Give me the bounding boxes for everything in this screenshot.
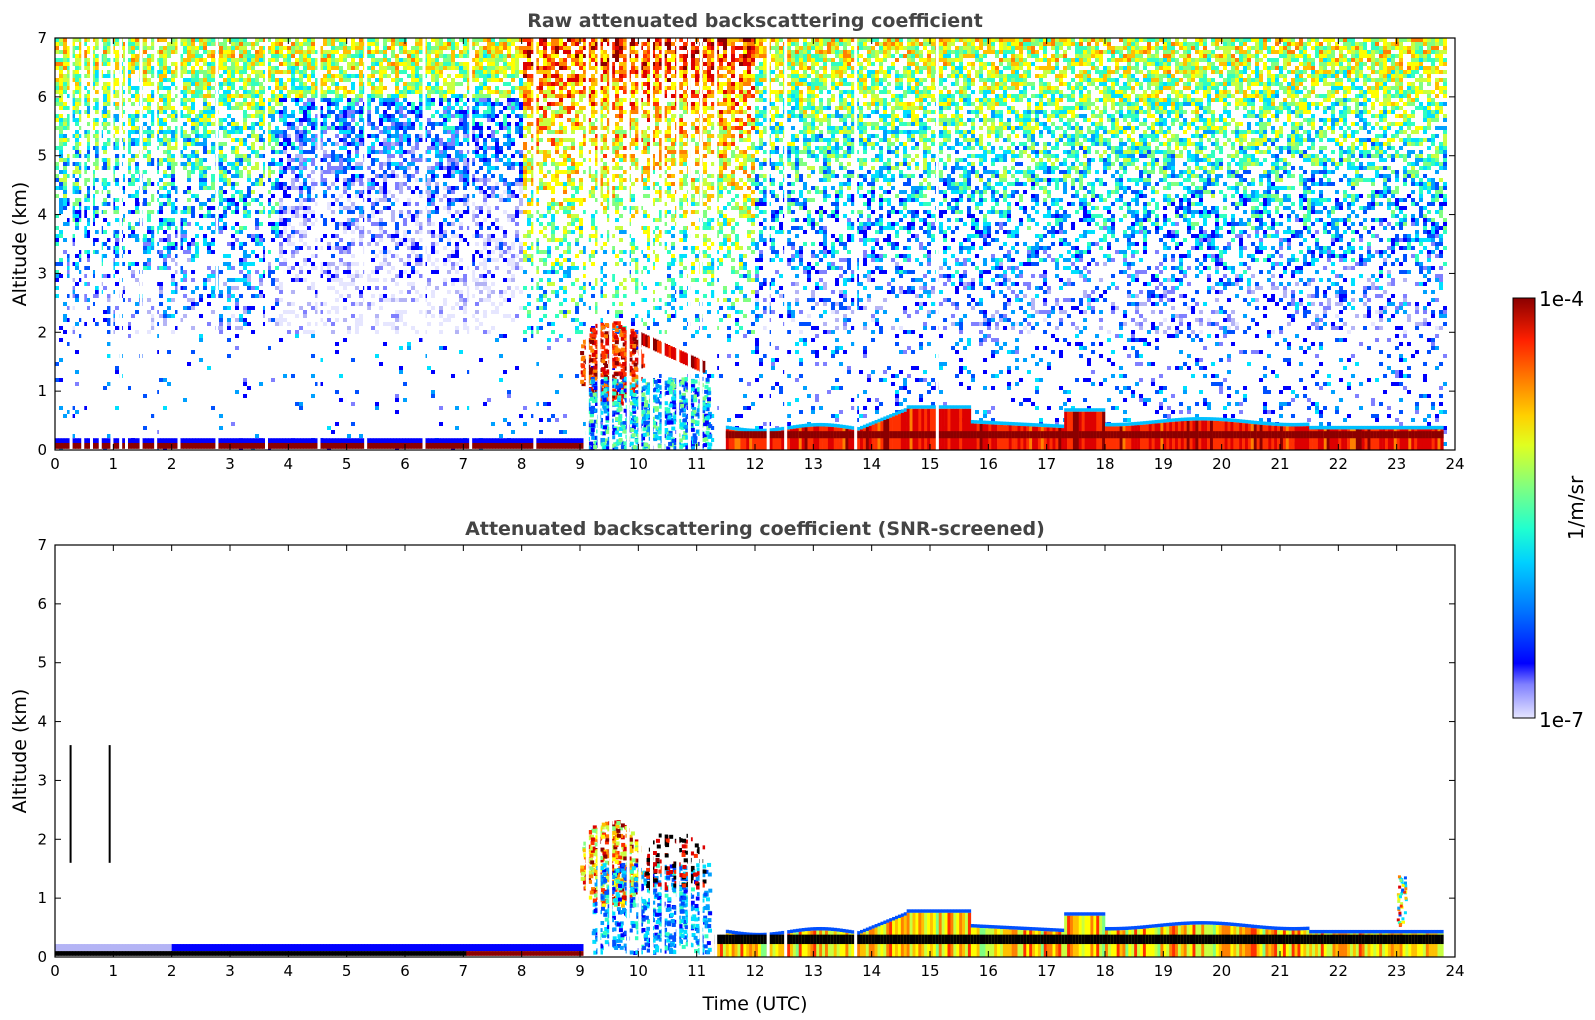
colorbar-units-label: 1/m/sr <box>1564 475 1588 540</box>
bottom-panel-ylabel: Altitude (km) <box>9 689 31 814</box>
x-tick-label: 16 <box>979 455 998 473</box>
x-tick-label: 16 <box>979 962 998 980</box>
colorbar-gradient <box>1512 297 1536 719</box>
top-panel-title: Raw attenuated backscattering coefficien… <box>527 10 983 32</box>
x-tick-label: 8 <box>517 962 527 980</box>
x-tick-label: 15 <box>920 962 939 980</box>
y-tick-label: 0 <box>37 441 47 459</box>
y-tick-label: 5 <box>37 654 47 672</box>
x-tick-label: 10 <box>629 962 648 980</box>
y-tick-label: 5 <box>37 147 47 165</box>
x-tick-label: 22 <box>1329 455 1348 473</box>
x-tick-label: 17 <box>1037 962 1056 980</box>
y-tick-label: 6 <box>37 595 47 613</box>
x-tick-label: 19 <box>1154 962 1173 980</box>
x-tick-label: 5 <box>342 455 352 473</box>
top-panel-ylabel: Altitude (km) <box>9 182 31 307</box>
x-tick-label: 3 <box>225 962 235 980</box>
top-panel-heatmap <box>55 38 1447 450</box>
y-tick-label: 2 <box>37 830 47 848</box>
y-tick-label: 3 <box>37 264 47 282</box>
x-tick-label: 23 <box>1387 962 1406 980</box>
x-tick-label: 21 <box>1270 455 1289 473</box>
x-tick-label: 13 <box>804 455 823 473</box>
x-tick-label: 11 <box>687 455 706 473</box>
x-tick-label: 1 <box>109 455 119 473</box>
x-tick-label: 18 <box>1095 455 1114 473</box>
x-tick-label: 17 <box>1037 455 1056 473</box>
x-tick-label: 0 <box>50 962 60 980</box>
x-tick-label: 19 <box>1154 455 1173 473</box>
x-tick-label: 13 <box>804 962 823 980</box>
y-tick-label: 7 <box>37 536 47 554</box>
colorbar-min-label: 1e-7 <box>1539 708 1584 732</box>
x-tick-label: 7 <box>459 962 469 980</box>
x-tick-label: 8 <box>517 455 527 473</box>
x-tick-label: 21 <box>1270 962 1289 980</box>
x-tick-label: 14 <box>862 962 881 980</box>
x-tick-label: 3 <box>225 455 235 473</box>
x-tick-label: 24 <box>1445 962 1464 980</box>
y-tick-label: 1 <box>37 889 47 907</box>
bottom-panel-xlabel: Time (UTC) <box>701 993 807 1015</box>
x-tick-label: 15 <box>920 455 939 473</box>
x-tick-label: 0 <box>50 455 60 473</box>
y-tick-label: 4 <box>37 206 47 224</box>
x-tick-label: 12 <box>745 962 764 980</box>
x-tick-label: 14 <box>862 455 881 473</box>
colorbar-max-label: 1e-4 <box>1539 287 1584 311</box>
bottom-panel-title: Attenuated backscattering coefficient (S… <box>465 518 1045 540</box>
x-tick-label: 7 <box>459 455 469 473</box>
y-tick-label: 7 <box>37 29 47 47</box>
x-tick-label: 6 <box>400 455 410 473</box>
x-tick-label: 9 <box>575 455 585 473</box>
x-tick-label: 18 <box>1095 962 1114 980</box>
y-tick-label: 4 <box>37 713 47 731</box>
x-tick-label: 5 <box>342 962 352 980</box>
x-tick-label: 22 <box>1329 962 1348 980</box>
x-tick-label: 20 <box>1212 962 1231 980</box>
x-tick-label: 1 <box>109 962 119 980</box>
y-tick-label: 2 <box>37 323 47 341</box>
x-tick-label: 24 <box>1445 455 1464 473</box>
x-tick-label: 23 <box>1387 455 1406 473</box>
x-tick-label: 10 <box>629 455 648 473</box>
x-tick-label: 12 <box>745 455 764 473</box>
x-tick-label: 11 <box>687 962 706 980</box>
x-tick-label: 2 <box>167 455 177 473</box>
x-tick-label: 6 <box>400 962 410 980</box>
x-tick-label: 2 <box>167 962 177 980</box>
y-tick-label: 0 <box>37 948 47 966</box>
y-tick-label: 3 <box>37 771 47 789</box>
colorbar: 1e-4 1e-7 1/m/sr <box>1512 287 1588 732</box>
top-panel-ticks: 0 1 2 3 4 5 6 7 8 9 10 11 12 13 14 15 16 17 18 19 20 21 22 23 24… <box>37 29 1464 473</box>
x-tick-label: 4 <box>284 455 294 473</box>
y-tick-label: 6 <box>37 88 47 106</box>
x-tick-label: 9 <box>575 962 585 980</box>
y-tick-label: 1 <box>37 382 47 400</box>
bottom-panel-frame <box>54 544 1456 958</box>
bottom-panel-heatmap <box>55 545 1444 957</box>
bottom-panel-ticks: 0 1 2 3 4 5 6 7 8 9 10 11 12 13 14 15 16 17 18 19 20 21 22 23 24… <box>37 536 1464 980</box>
x-tick-label: 20 <box>1212 455 1231 473</box>
x-tick-label: 4 <box>284 962 294 980</box>
